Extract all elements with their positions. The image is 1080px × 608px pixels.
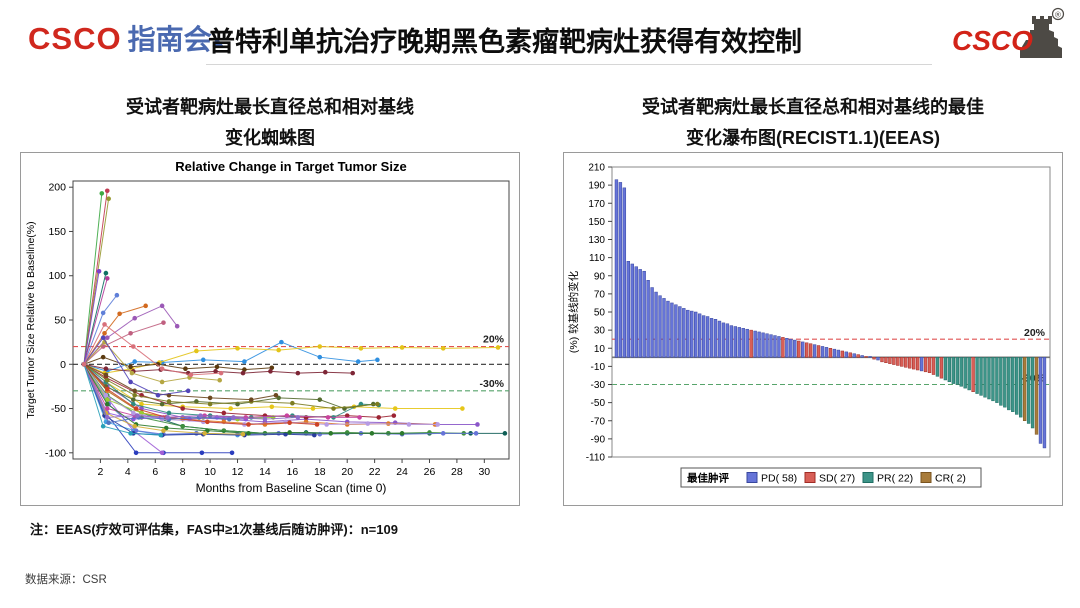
left-chart-heading-line2: 变化蜘蛛图 xyxy=(225,128,315,148)
page-title: 普特利单抗治疗晚期黑色素瘤靶病灶获得有效控制 xyxy=(208,27,802,57)
svg-text:Months from Baseline Scan (tim: Months from Baseline Scan (time 0) xyxy=(196,481,387,495)
svg-text:22: 22 xyxy=(369,466,381,478)
svg-text:150: 150 xyxy=(588,217,605,228)
csco-guide-logo: CSCO 指南会 xyxy=(28,18,226,58)
svg-text:-90: -90 xyxy=(591,434,606,445)
svg-text:26: 26 xyxy=(424,466,436,478)
svg-text:Relative Change in Target Tumo: Relative Change in Target Tumor Size xyxy=(175,159,406,174)
svg-text:50: 50 xyxy=(54,315,66,327)
svg-text:130: 130 xyxy=(588,235,605,246)
svg-text:20: 20 xyxy=(341,466,353,478)
svg-text:10: 10 xyxy=(594,344,606,355)
right-chart-heading: 受试者靶病灶最长直径总和相对基线的最佳 变化瀑布图(RECIST1.1)(EEA… xyxy=(563,92,1063,154)
svg-text:18: 18 xyxy=(314,466,326,478)
csco-logo-text: CSCO xyxy=(952,25,1033,56)
csco-guide-logo-text: CSCO xyxy=(28,21,122,56)
svg-text:190: 190 xyxy=(588,181,605,192)
svg-text:CR( 2): CR( 2) xyxy=(935,473,966,485)
svg-text:(%) 较基线的变化: (%) 较基线的变化 xyxy=(567,270,580,353)
svg-text:170: 170 xyxy=(588,199,605,210)
svg-text:-30: -30 xyxy=(591,380,606,391)
svg-text:4: 4 xyxy=(125,466,131,478)
svg-text:70: 70 xyxy=(594,289,606,300)
svg-text:28: 28 xyxy=(451,466,463,478)
registered-mark: ® xyxy=(1055,11,1061,20)
title-divider xyxy=(206,64,932,65)
svg-text:Target Tumor Size Relative to: Target Tumor Size Relative to Baseline(%… xyxy=(25,221,37,418)
svg-text:200: 200 xyxy=(48,182,66,194)
svg-text:-110: -110 xyxy=(586,453,606,464)
svg-text:24: 24 xyxy=(396,466,408,478)
svg-text:16: 16 xyxy=(287,466,299,478)
right-chart-heading-line2: 变化瀑布图(RECIST1.1)(EEAS) xyxy=(685,128,941,148)
svg-text:-100: -100 xyxy=(45,447,66,459)
waterfall-chart: 210 190 170 150 130 110 90 70 50 30 10 -10 -30 -50 -70… xyxy=(567,163,1051,488)
svg-text:50: 50 xyxy=(594,308,606,319)
svg-text:-50: -50 xyxy=(591,398,606,409)
svg-text:0: 0 xyxy=(60,359,66,371)
csco-greatwall-logo: ® CSCO xyxy=(950,6,1068,69)
svg-text:最佳肿评: 最佳肿评 xyxy=(687,472,729,485)
svg-text:90: 90 xyxy=(594,271,606,282)
greatwall-icon: ® CSCO xyxy=(952,7,1065,58)
spider-chart-frame: Relative Change in Target Tumor Size -100… xyxy=(20,152,520,506)
svg-text:30: 30 xyxy=(594,326,606,337)
svg-text:8: 8 xyxy=(180,466,186,478)
spider-chart: Relative Change in Target Tumor Size -100… xyxy=(25,159,510,495)
svg-text:30: 30 xyxy=(478,466,490,478)
svg-text:100: 100 xyxy=(48,270,66,282)
svg-text:-10: -10 xyxy=(591,362,606,373)
svg-text:14: 14 xyxy=(259,466,271,478)
data-source: 数据来源：CSR xyxy=(25,574,107,586)
left-chart-heading: 受试者靶病灶最长直径总和相对基线 变化蜘蛛图 xyxy=(20,92,520,154)
svg-text:-30%: -30% xyxy=(479,378,504,390)
svg-text:110: 110 xyxy=(589,253,605,264)
svg-text:-50: -50 xyxy=(51,403,66,415)
svg-text:150: 150 xyxy=(48,226,66,238)
svg-text:SD( 27): SD( 27) xyxy=(819,473,855,485)
svg-text:-70: -70 xyxy=(591,416,606,427)
svg-text:6: 6 xyxy=(152,466,158,478)
svg-text:12: 12 xyxy=(232,466,244,478)
svg-text:PD( 58): PD( 58) xyxy=(761,473,797,485)
svg-text:2: 2 xyxy=(97,466,103,478)
right-chart-heading-line1: 受试者靶病灶最长直径总和相对基线的最佳 xyxy=(642,97,984,117)
svg-text:PR( 22): PR( 22) xyxy=(877,473,913,485)
csco-guide-logo-cn: 指南会 xyxy=(127,24,212,55)
svg-text:10: 10 xyxy=(204,466,216,478)
footnote: 注：EEAS(疗效可评估集，FAS中≥1次基线后随访肿评)：n=109 xyxy=(30,522,398,537)
svg-text:20%: 20% xyxy=(1024,327,1046,339)
svg-text:20%: 20% xyxy=(483,334,505,346)
waterfall-chart-frame: 210 190 170 150 130 110 90 70 50 30 10 -10 -30 -50 -70… xyxy=(563,152,1063,506)
left-chart-heading-line1: 受试者靶病灶最长直径总和相对基线 xyxy=(126,97,414,117)
svg-text:210: 210 xyxy=(588,163,605,174)
